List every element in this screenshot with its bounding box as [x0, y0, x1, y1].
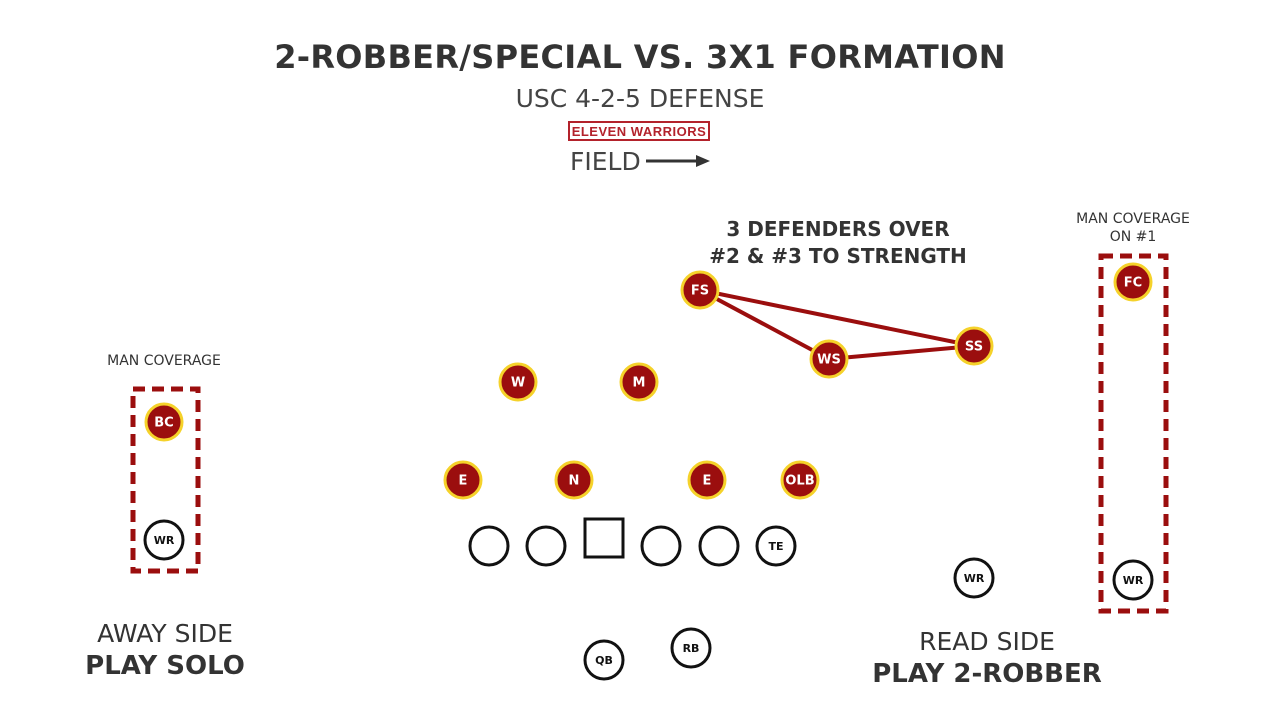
defender-label: E [459, 474, 468, 489]
offense-label: WR [964, 572, 985, 585]
man-right-line1: MAN COVERAGE [1076, 211, 1190, 227]
diagram-title: 2-ROBBER/SPECIAL VS. 3X1 FORMATION [274, 38, 1006, 76]
defender-label: FS [691, 284, 709, 299]
offense-marker [583, 639, 625, 681]
defender-label: W [511, 376, 525, 391]
defender-n: N [554, 460, 594, 500]
defender-label: N [569, 474, 580, 489]
offense-marker [698, 525, 740, 567]
center-marker [583, 517, 625, 559]
defender-marker [144, 402, 184, 442]
defender-marker [554, 460, 594, 500]
defender-marker [680, 270, 720, 310]
offense-rb: RB [670, 627, 712, 669]
coverage-link-line [828, 344, 975, 361]
defender-fc: FC [1113, 262, 1153, 302]
man-coverage-box-left [130, 386, 201, 574]
man-coverage-box-right [1098, 253, 1169, 614]
defender-label: M [633, 376, 646, 391]
away-side-line1: AWAY SIDE [97, 619, 233, 648]
diagram-subtitle: USC 4-2-5 DEFENSE [515, 84, 765, 113]
offense-marker [755, 525, 797, 567]
defender-marker [498, 362, 538, 402]
offense-label: WR [154, 534, 175, 547]
coverage-link-line [699, 288, 830, 361]
defender-ws: WS [809, 339, 849, 379]
offense-marker [468, 525, 510, 567]
offense-lineman [640, 525, 682, 567]
offense-qb: QB [583, 639, 625, 681]
read-side-line1: READ SIDE [919, 627, 1055, 656]
defender-marker [780, 460, 820, 500]
offense-lineman [468, 525, 510, 567]
defender-label: OLB [785, 474, 814, 489]
man-coverage-right-note: MAN COVERAGE ON #1 [1076, 210, 1190, 246]
defender-label: FC [1124, 276, 1142, 291]
coverage-link-line [699, 288, 975, 348]
defender-marker [619, 362, 659, 402]
defender-e: E [687, 460, 727, 500]
strength-note: 3 DEFENDERS OVER #2 & #3 TO STRENGTH [709, 216, 967, 270]
man-coverage-left-note: MAN COVERAGE [107, 353, 221, 369]
read-side-line2: PLAY 2-ROBBER [872, 659, 1102, 689]
offense-label: RB [683, 642, 700, 655]
offense-lineman [525, 525, 567, 567]
defender-marker [443, 460, 483, 500]
offense-label: TE [768, 540, 783, 553]
offense-label: WR [1123, 574, 1144, 587]
defender-marker [687, 460, 727, 500]
read-side-label: READ SIDE PLAY 2-ROBBER [872, 626, 1102, 690]
offense-marker [640, 525, 682, 567]
defender-olb: OLB [780, 460, 820, 500]
defender-label: WS [817, 353, 841, 368]
offense-center [583, 517, 625, 559]
strength-note-line1: 3 DEFENDERS OVER [726, 217, 950, 241]
defender-marker [954, 326, 994, 366]
offense-marker [525, 525, 567, 567]
away-side-label: AWAY SIDE PLAY SOLO [85, 618, 245, 682]
defender-m: M [619, 362, 659, 402]
offense-lineman [698, 525, 740, 567]
eleven-warriors-logo: ELEVEN WARRIORS [568, 121, 710, 141]
defender-label: BC [154, 416, 173, 431]
defender-marker [1113, 262, 1153, 302]
offense-marker [670, 627, 712, 669]
defender-w: W [498, 362, 538, 402]
offense-wr: WR [1112, 559, 1154, 601]
defender-label: SS [965, 340, 983, 355]
offense-wr: WR [953, 557, 995, 599]
field-direction-label: FIELD [570, 147, 641, 176]
offense-marker [1112, 559, 1154, 601]
offense-marker [953, 557, 995, 599]
strength-note-line2: #2 & #3 TO STRENGTH [709, 244, 967, 268]
defender-e: E [443, 460, 483, 500]
defender-ss: SS [954, 326, 994, 366]
offense-label: QB [595, 654, 613, 667]
offense-te: TE [755, 525, 797, 567]
defender-bc: BC [144, 402, 184, 442]
man-right-line2: ON #1 [1109, 229, 1157, 245]
offense-marker [143, 519, 185, 561]
offense-wr: WR [143, 519, 185, 561]
defender-label: E [703, 474, 712, 489]
defender-fs: FS [680, 270, 720, 310]
defender-marker [809, 339, 849, 379]
away-side-line2: PLAY SOLO [85, 651, 245, 681]
arrow-right-icon [646, 155, 710, 167]
